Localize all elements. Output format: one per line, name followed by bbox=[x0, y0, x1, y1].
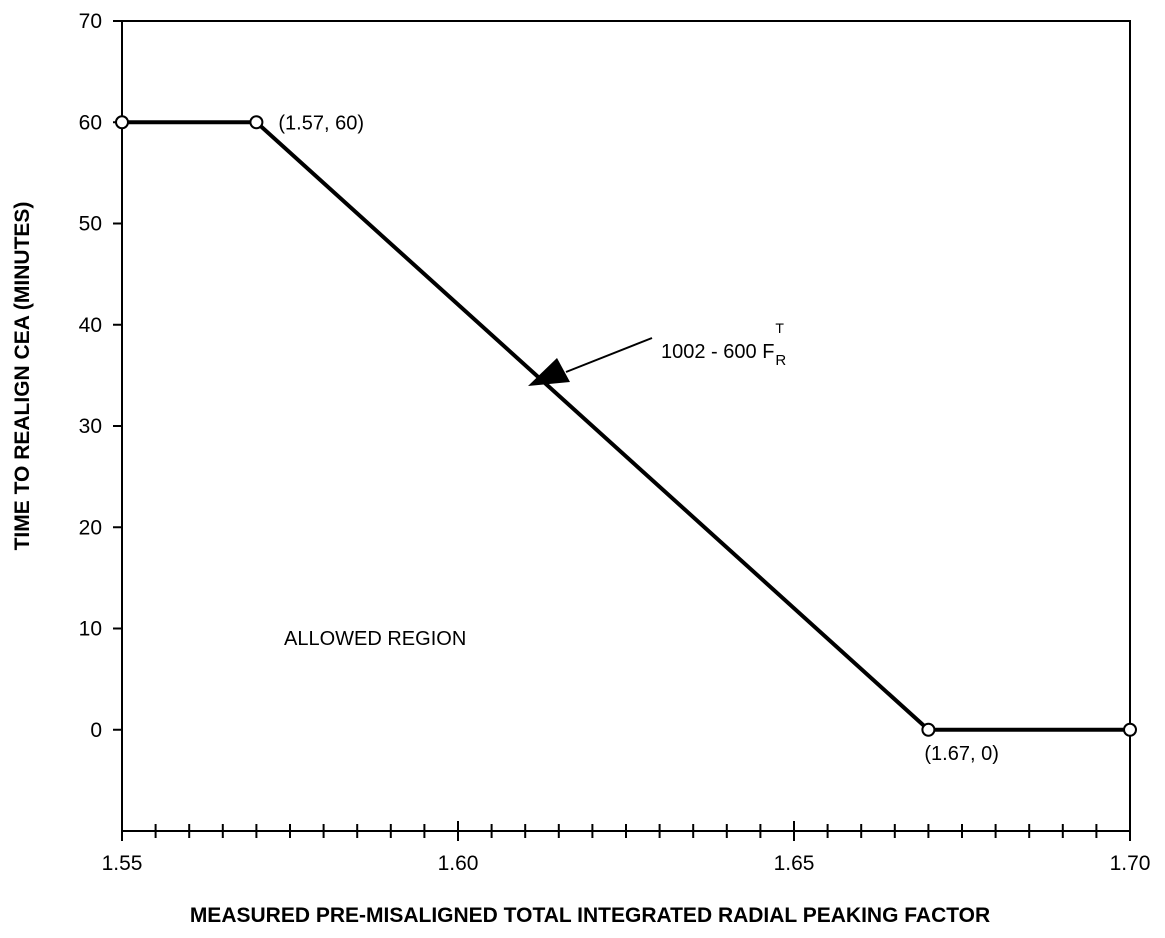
y-tick-label: 50 bbox=[79, 213, 102, 236]
x-axis-title: MEASURED PRE-MISALIGNED TOTAL INTEGRATED… bbox=[190, 904, 990, 927]
series-line bbox=[122, 120, 1130, 732]
y-tick-label: 60 bbox=[79, 111, 102, 134]
x-tick-label: 1.60 bbox=[438, 852, 479, 875]
equation-subscript: R bbox=[775, 352, 786, 369]
y-tick-label: 0 bbox=[90, 719, 102, 742]
x-tick-label: 1.65 bbox=[774, 852, 815, 875]
data-point-marker bbox=[115, 115, 129, 130]
y-tick-label: 30 bbox=[79, 415, 102, 438]
annotations: (1.57, 60) (1.67, 0) ALLOWED REGION 1002… bbox=[278, 112, 998, 765]
equation-superscript: T bbox=[775, 320, 784, 336]
allowed-region-label: ALLOWED REGION bbox=[284, 628, 466, 650]
y-axis-title: TIME TO REALIGN CEA (MINUTES) bbox=[11, 202, 34, 551]
axes bbox=[121, 20, 1131, 832]
series bbox=[115, 115, 1137, 737]
y-tick-label: 40 bbox=[79, 314, 102, 337]
y-tick-label: 20 bbox=[79, 516, 102, 539]
data-point-marker bbox=[249, 115, 264, 130]
equation-arrow-head bbox=[528, 358, 570, 386]
x-tick-label: 1.70 bbox=[1110, 852, 1151, 875]
x-tick-label: 1.55 bbox=[102, 852, 143, 875]
point-label-high: (1.57, 60) bbox=[278, 112, 364, 134]
equation-label: 1002 - 600 F bbox=[661, 341, 774, 363]
equation-arrow-line bbox=[565, 337, 653, 373]
point-label-low: (1.67, 0) bbox=[924, 743, 998, 765]
data-point-marker bbox=[921, 722, 936, 737]
y-tick-label: 70 bbox=[79, 10, 102, 33]
plot-frame bbox=[121, 20, 1131, 832]
y-tick-label: 10 bbox=[79, 618, 102, 641]
data-point-marker bbox=[1123, 722, 1137, 737]
ticks: 0 10 20 30 40 50 60 70 1.55 1.60 1.65 1.70 bbox=[79, 10, 1151, 875]
equation-annotation: 1002 - 600 F R T bbox=[528, 320, 786, 386]
